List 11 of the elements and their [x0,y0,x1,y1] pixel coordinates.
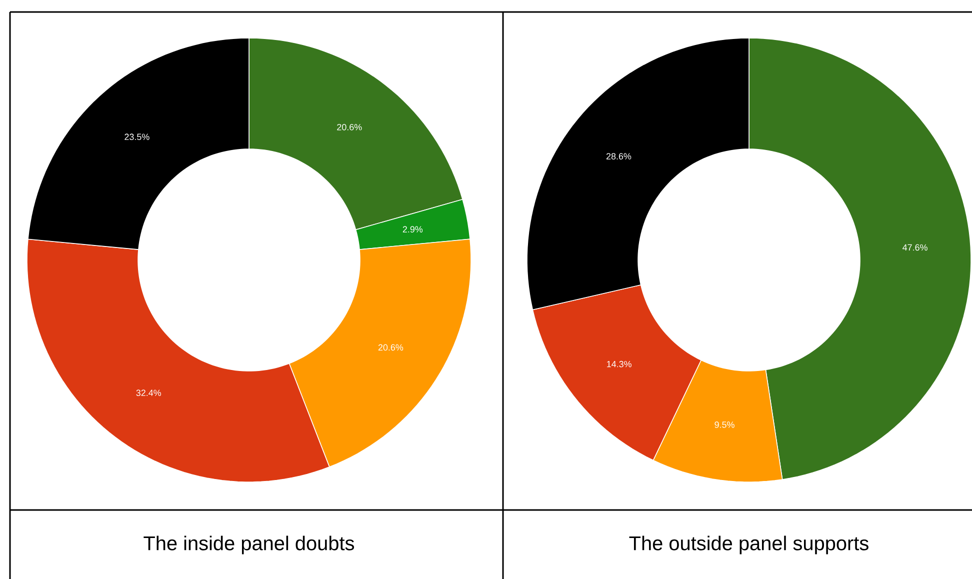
data-label: 2.9% [402,226,423,232]
text: The inside panel doubts [144,536,354,554]
data-label: 9.5% [714,422,734,428]
data-label: 23.5% [124,134,150,140]
data-label: 20.6% [378,344,404,351]
data-label: 32.4% [136,390,162,396]
data-label: 28.6% [606,153,632,160]
data-label: 20.6% [337,124,362,130]
text: The outside panel supports [629,536,868,554]
data-label: 14.3% [607,360,632,368]
data-label: 47.6% [902,244,928,251]
